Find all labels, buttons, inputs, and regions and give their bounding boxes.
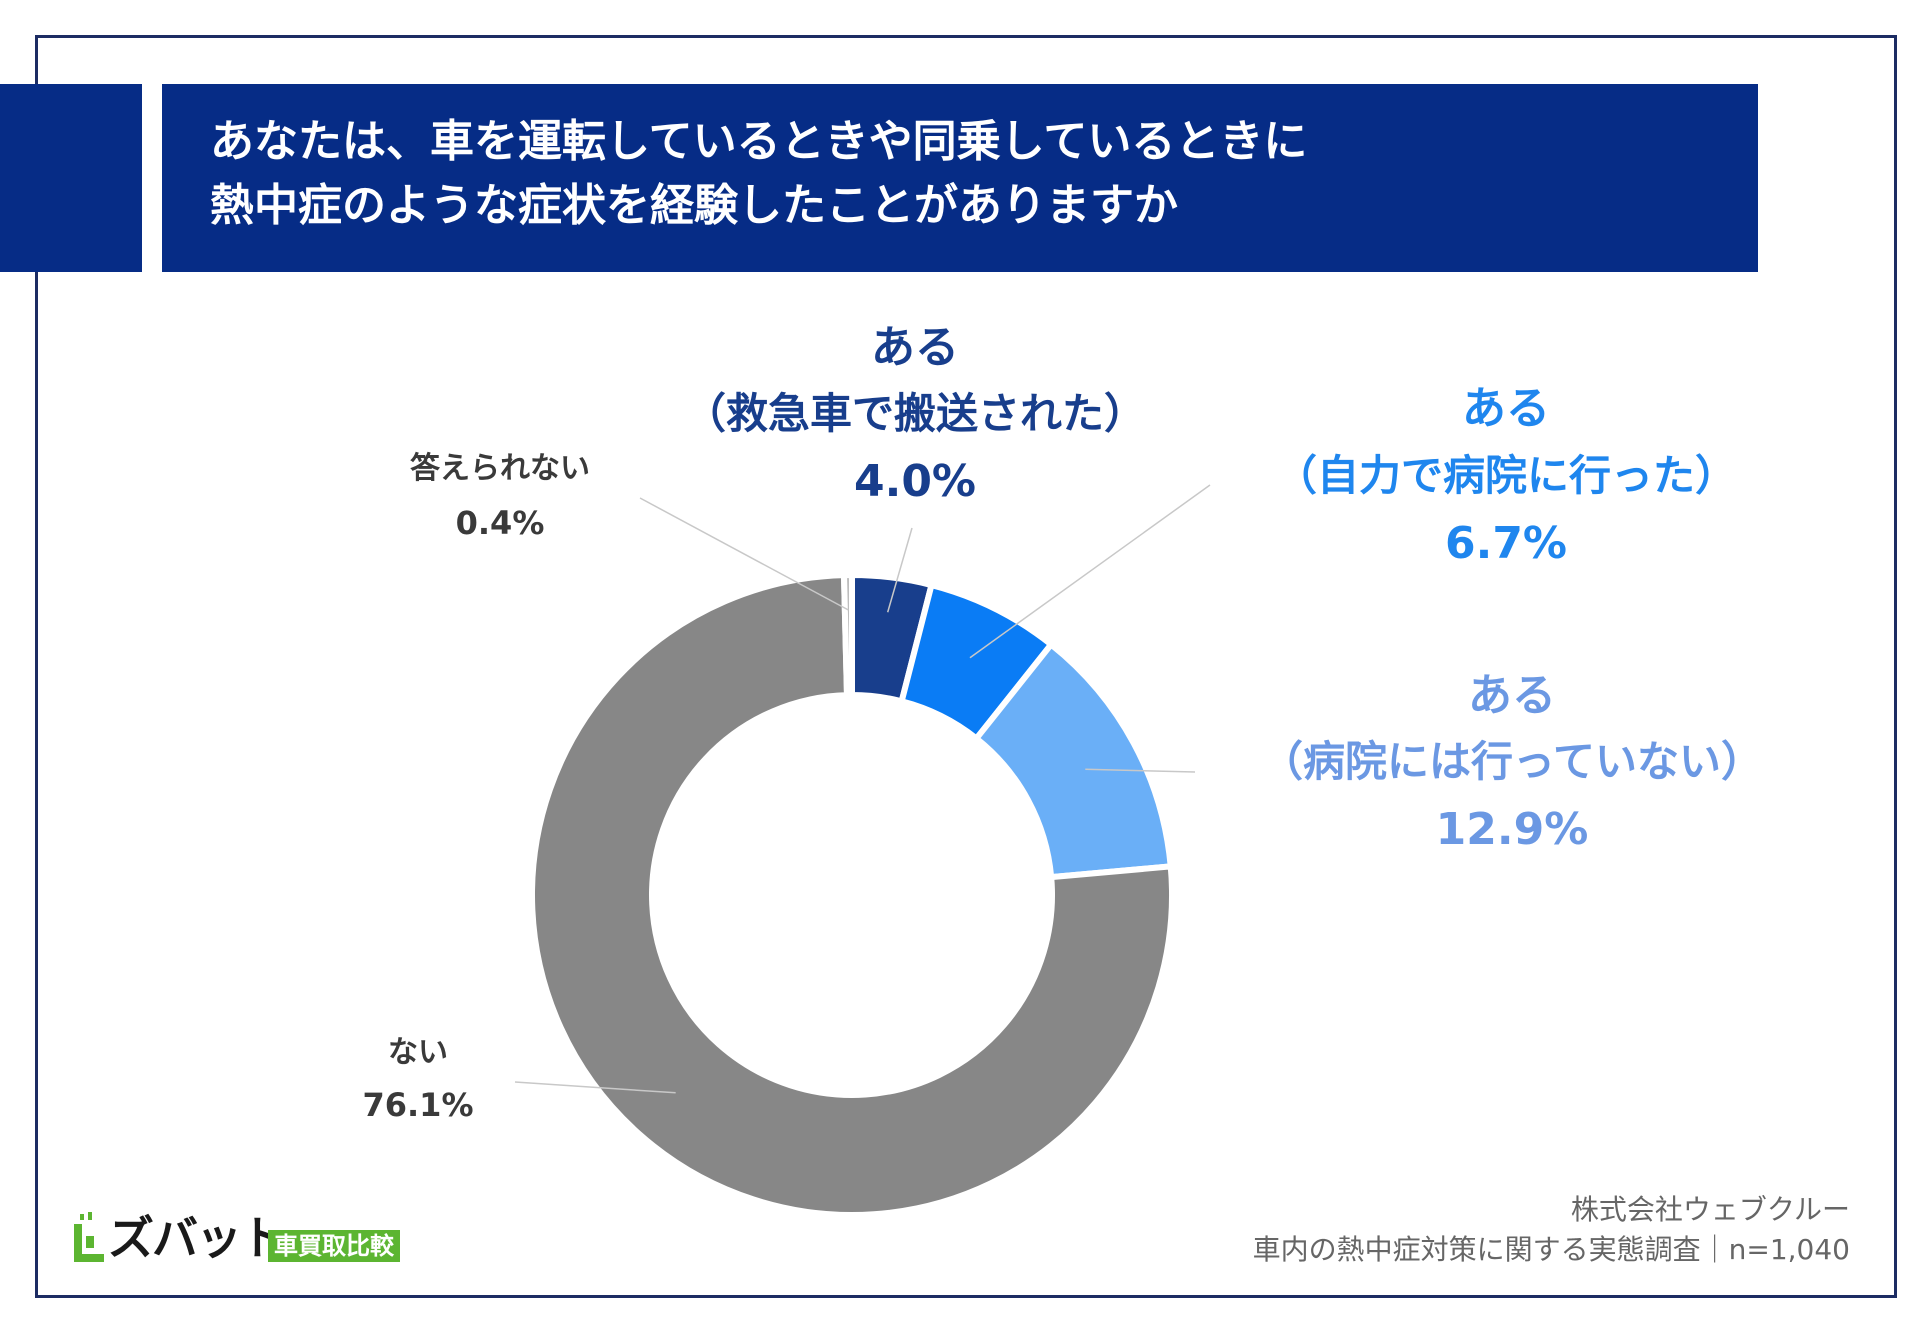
title-banner: あなたは、車を運転しているときや同乗しているときに 熱中症のような症状を経験した… — [162, 84, 1758, 272]
slice-label-no-hospital-title: ある — [1468, 670, 1556, 721]
logo-badge: 車買取比較 — [268, 1230, 400, 1262]
logo-wordmark: ズバット — [108, 1211, 286, 1265]
slice-label-no-hospital-sub: （病院には行っていない） — [1261, 737, 1763, 786]
slice-label-cannot-answer: 答えられない — [410, 451, 590, 486]
title-line-1: あなたは、車を運転しているときや同乗しているときに — [210, 116, 1308, 167]
source-survey: 車内の熱中症対策に関する実態調査｜n=1,040 — [1252, 1233, 1850, 1266]
slice-value-cannot-answer: 0.4% — [456, 504, 545, 542]
slice-label-self-hospital-sub: （自力で病院に行った） — [1275, 451, 1737, 500]
slice-value-ambulance: 4.0% — [854, 456, 976, 507]
leader-line-slice-self-hospital — [969, 484, 1211, 659]
title-line-2: 熱中症のような症状を経験したことがありますか — [210, 180, 1178, 231]
slice-label-ambulance-sub: （救急車で搬送された） — [684, 389, 1146, 438]
source-note: 株式会社ウェブクルー 車内の熱中症対策に関する実態調査｜n=1,040 — [1253, 1190, 1850, 1270]
zubat-logo: ズバット 車買取比較 — [72, 1200, 412, 1270]
leader-line-slice-ambulance — [886, 527, 913, 613]
title-tab-accent — [0, 84, 142, 272]
leader-line-slice-cannot-answer — [639, 497, 849, 611]
zubat-logo-icon — [74, 1212, 104, 1262]
leader-line-slice-none — [514, 1081, 676, 1094]
chart-frame — [35, 35, 1897, 1298]
slice-cannot-answer — [840, 571, 855, 699]
slice-value-no-hospital: 12.9% — [1436, 804, 1589, 855]
slice-label-ambulance-title: ある — [871, 322, 959, 373]
donut-slices — [529, 571, 1175, 1218]
slice-value-self-hospital: 6.7% — [1445, 518, 1567, 569]
slice-value-none: 76.1% — [362, 1086, 473, 1124]
leader-line-slice-no-hospital — [1085, 768, 1196, 773]
slice-none — [529, 572, 1175, 1218]
slice-label-self-hospital-title: ある — [1462, 383, 1550, 434]
leader-lines — [514, 484, 1211, 1094]
source-company: 株式会社ウェブクルー — [1570, 1193, 1850, 1226]
slice-label-none: ない — [388, 1035, 448, 1070]
